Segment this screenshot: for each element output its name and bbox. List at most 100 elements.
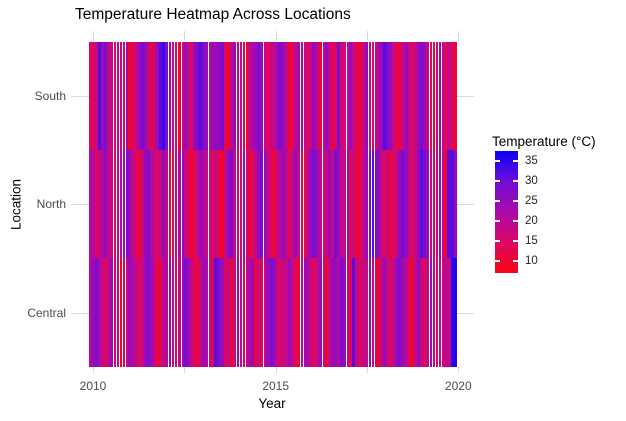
heatmap-tile <box>312 150 316 258</box>
heatmap-tile <box>110 258 113 367</box>
heatmap-tile <box>380 150 383 258</box>
heatmap-tile <box>224 150 227 258</box>
heatmap-tile <box>346 150 349 258</box>
heatmap-tile <box>270 42 273 150</box>
heatmap-tile <box>177 258 181 367</box>
heatmap-tile <box>254 258 257 367</box>
heatmap-tile <box>101 150 104 258</box>
heatmap-tile <box>266 258 270 367</box>
heatmap-tile <box>187 150 190 258</box>
heatmap-tile <box>444 258 447 367</box>
gridline-vertical <box>184 366 186 373</box>
heatmap-tile <box>405 150 408 258</box>
heatmap-tile <box>233 150 236 258</box>
heatmap-tile <box>257 42 260 150</box>
heatmap-tile <box>374 42 377 150</box>
heatmap-tile <box>343 258 346 367</box>
heatmap-tile <box>349 150 352 258</box>
heatmap-tile <box>328 150 331 258</box>
heatmap-tile <box>322 150 325 258</box>
heatmap-tile <box>405 42 408 150</box>
heatmap-tile <box>122 42 125 150</box>
tile-seam <box>236 41 237 367</box>
heatmap-tile <box>98 150 101 258</box>
heatmap-tile <box>408 150 411 258</box>
heatmap-tile <box>233 258 236 367</box>
heatmap-tile <box>266 150 270 258</box>
heatmap-tile <box>131 150 135 258</box>
heatmap-tile <box>285 258 288 367</box>
heatmap-tile <box>263 258 266 367</box>
heatmap-tile <box>429 150 432 258</box>
heatmap-tile <box>346 258 349 367</box>
heatmap-tile <box>147 258 150 367</box>
heatmap-tile <box>331 42 334 150</box>
heatmap-tile <box>411 258 414 367</box>
heatmap-tile <box>208 42 211 150</box>
heatmap-tile <box>227 42 230 150</box>
heatmap-tile <box>230 150 233 258</box>
tile-seam <box>171 41 172 367</box>
heatmap-tile <box>266 42 270 150</box>
heatmap-tile <box>325 150 328 258</box>
heatmap-tile <box>359 150 362 258</box>
heatmap-tile <box>177 150 181 258</box>
heatmap-tile <box>451 258 454 367</box>
heatmap-tile <box>300 258 303 367</box>
heatmap-tile <box>131 42 135 150</box>
heatmap-tile <box>202 258 205 367</box>
heatmap-tile <box>438 150 441 258</box>
heatmap-tile <box>395 150 398 258</box>
heatmap-tile <box>331 258 334 367</box>
heatmap-tile <box>153 258 156 367</box>
heatmap-tile <box>371 42 374 150</box>
heatmap-tile <box>168 258 171 367</box>
heatmap-tile <box>144 258 147 367</box>
heatmap-tile <box>444 150 447 258</box>
heatmap-tile <box>340 258 343 367</box>
heatmap-tile <box>273 258 276 367</box>
tile-seam <box>174 41 175 367</box>
heatmap-tile <box>92 150 95 258</box>
heatmap-tile <box>411 150 414 258</box>
heatmap-tile <box>260 258 263 367</box>
heatmap-tile <box>217 42 220 150</box>
heatmap-tile <box>429 42 432 150</box>
heatmap-tile <box>224 258 227 367</box>
heatmap-tile <box>383 258 386 367</box>
heatmap-tile <box>285 150 288 258</box>
heatmap-tile <box>168 42 171 150</box>
heatmap-tile <box>104 42 107 150</box>
heatmap-tile <box>174 258 177 367</box>
heatmap-tile <box>214 150 217 258</box>
heatmap-tile <box>128 42 131 150</box>
heatmap-tile <box>125 150 128 258</box>
chart-title: Temperature Heatmap Across Locations <box>75 6 351 23</box>
heatmap-tile <box>319 258 322 367</box>
heatmap-tile <box>190 150 193 258</box>
heatmap-tile <box>294 150 297 258</box>
tile-seam <box>208 41 209 367</box>
heatmap-tile <box>359 258 362 367</box>
heatmap-tile <box>138 150 141 258</box>
legend-tick <box>513 160 518 162</box>
heatmap-tile <box>171 42 174 150</box>
heatmap-tile <box>184 150 187 258</box>
heatmap-tile <box>273 150 276 258</box>
tile-seam <box>303 41 304 367</box>
heatmap-tile <box>257 150 260 258</box>
heatmap-tile <box>405 258 408 367</box>
heatmap-tile <box>276 258 279 367</box>
heatmap-tile <box>438 42 441 150</box>
heatmap-tile <box>193 258 196 367</box>
heatmap-tile <box>110 150 113 258</box>
heatmap-tile <box>260 150 263 258</box>
heatmap-tile <box>156 150 159 258</box>
heatmap-tile <box>147 42 150 150</box>
heatmap-tile <box>193 150 196 258</box>
heatmap-tile <box>435 258 438 367</box>
heatmap-tile <box>288 42 291 150</box>
heatmap-tile <box>217 258 220 367</box>
heatmap-tile <box>303 42 306 150</box>
heatmap-tile <box>386 258 389 367</box>
